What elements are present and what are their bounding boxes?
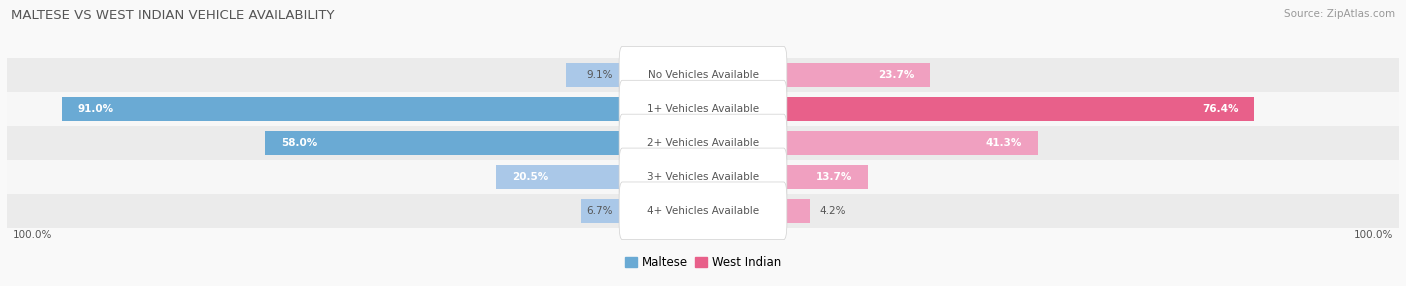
Text: No Vehicles Available: No Vehicles Available: [648, 70, 758, 80]
FancyBboxPatch shape: [619, 46, 787, 104]
Bar: [567, 63, 623, 87]
Bar: [7, 126, 1399, 160]
Text: 100.0%: 100.0%: [1354, 230, 1393, 239]
Text: 6.7%: 6.7%: [586, 206, 613, 216]
Text: 23.7%: 23.7%: [877, 70, 914, 80]
Bar: [266, 131, 623, 155]
Text: 1+ Vehicles Available: 1+ Vehicles Available: [647, 104, 759, 114]
Bar: [7, 194, 1399, 228]
Bar: [783, 131, 1038, 155]
Text: 100.0%: 100.0%: [13, 230, 52, 239]
Bar: [783, 165, 868, 189]
Text: 58.0%: 58.0%: [281, 138, 318, 148]
Text: 4.2%: 4.2%: [818, 206, 845, 216]
Bar: [783, 63, 929, 87]
Text: 76.4%: 76.4%: [1202, 104, 1239, 114]
Bar: [7, 92, 1399, 126]
Text: 4+ Vehicles Available: 4+ Vehicles Available: [647, 206, 759, 216]
Bar: [581, 199, 623, 223]
Bar: [7, 160, 1399, 194]
Text: MALTESE VS WEST INDIAN VEHICLE AVAILABILITY: MALTESE VS WEST INDIAN VEHICLE AVAILABIL…: [11, 9, 335, 21]
FancyBboxPatch shape: [619, 80, 787, 138]
Text: 13.7%: 13.7%: [815, 172, 852, 182]
Bar: [783, 97, 1254, 121]
Legend: Maltese, West Indian: Maltese, West Indian: [626, 256, 780, 269]
Bar: [496, 165, 623, 189]
Text: Source: ZipAtlas.com: Source: ZipAtlas.com: [1284, 9, 1395, 19]
Text: 91.0%: 91.0%: [77, 104, 114, 114]
Text: 9.1%: 9.1%: [586, 70, 613, 80]
Text: 41.3%: 41.3%: [986, 138, 1022, 148]
FancyBboxPatch shape: [619, 114, 787, 172]
Text: 3+ Vehicles Available: 3+ Vehicles Available: [647, 172, 759, 182]
Bar: [7, 58, 1399, 92]
FancyBboxPatch shape: [619, 182, 787, 240]
Text: 20.5%: 20.5%: [512, 172, 548, 182]
Bar: [62, 97, 623, 121]
Text: 2+ Vehicles Available: 2+ Vehicles Available: [647, 138, 759, 148]
Bar: [783, 199, 810, 223]
FancyBboxPatch shape: [619, 148, 787, 206]
